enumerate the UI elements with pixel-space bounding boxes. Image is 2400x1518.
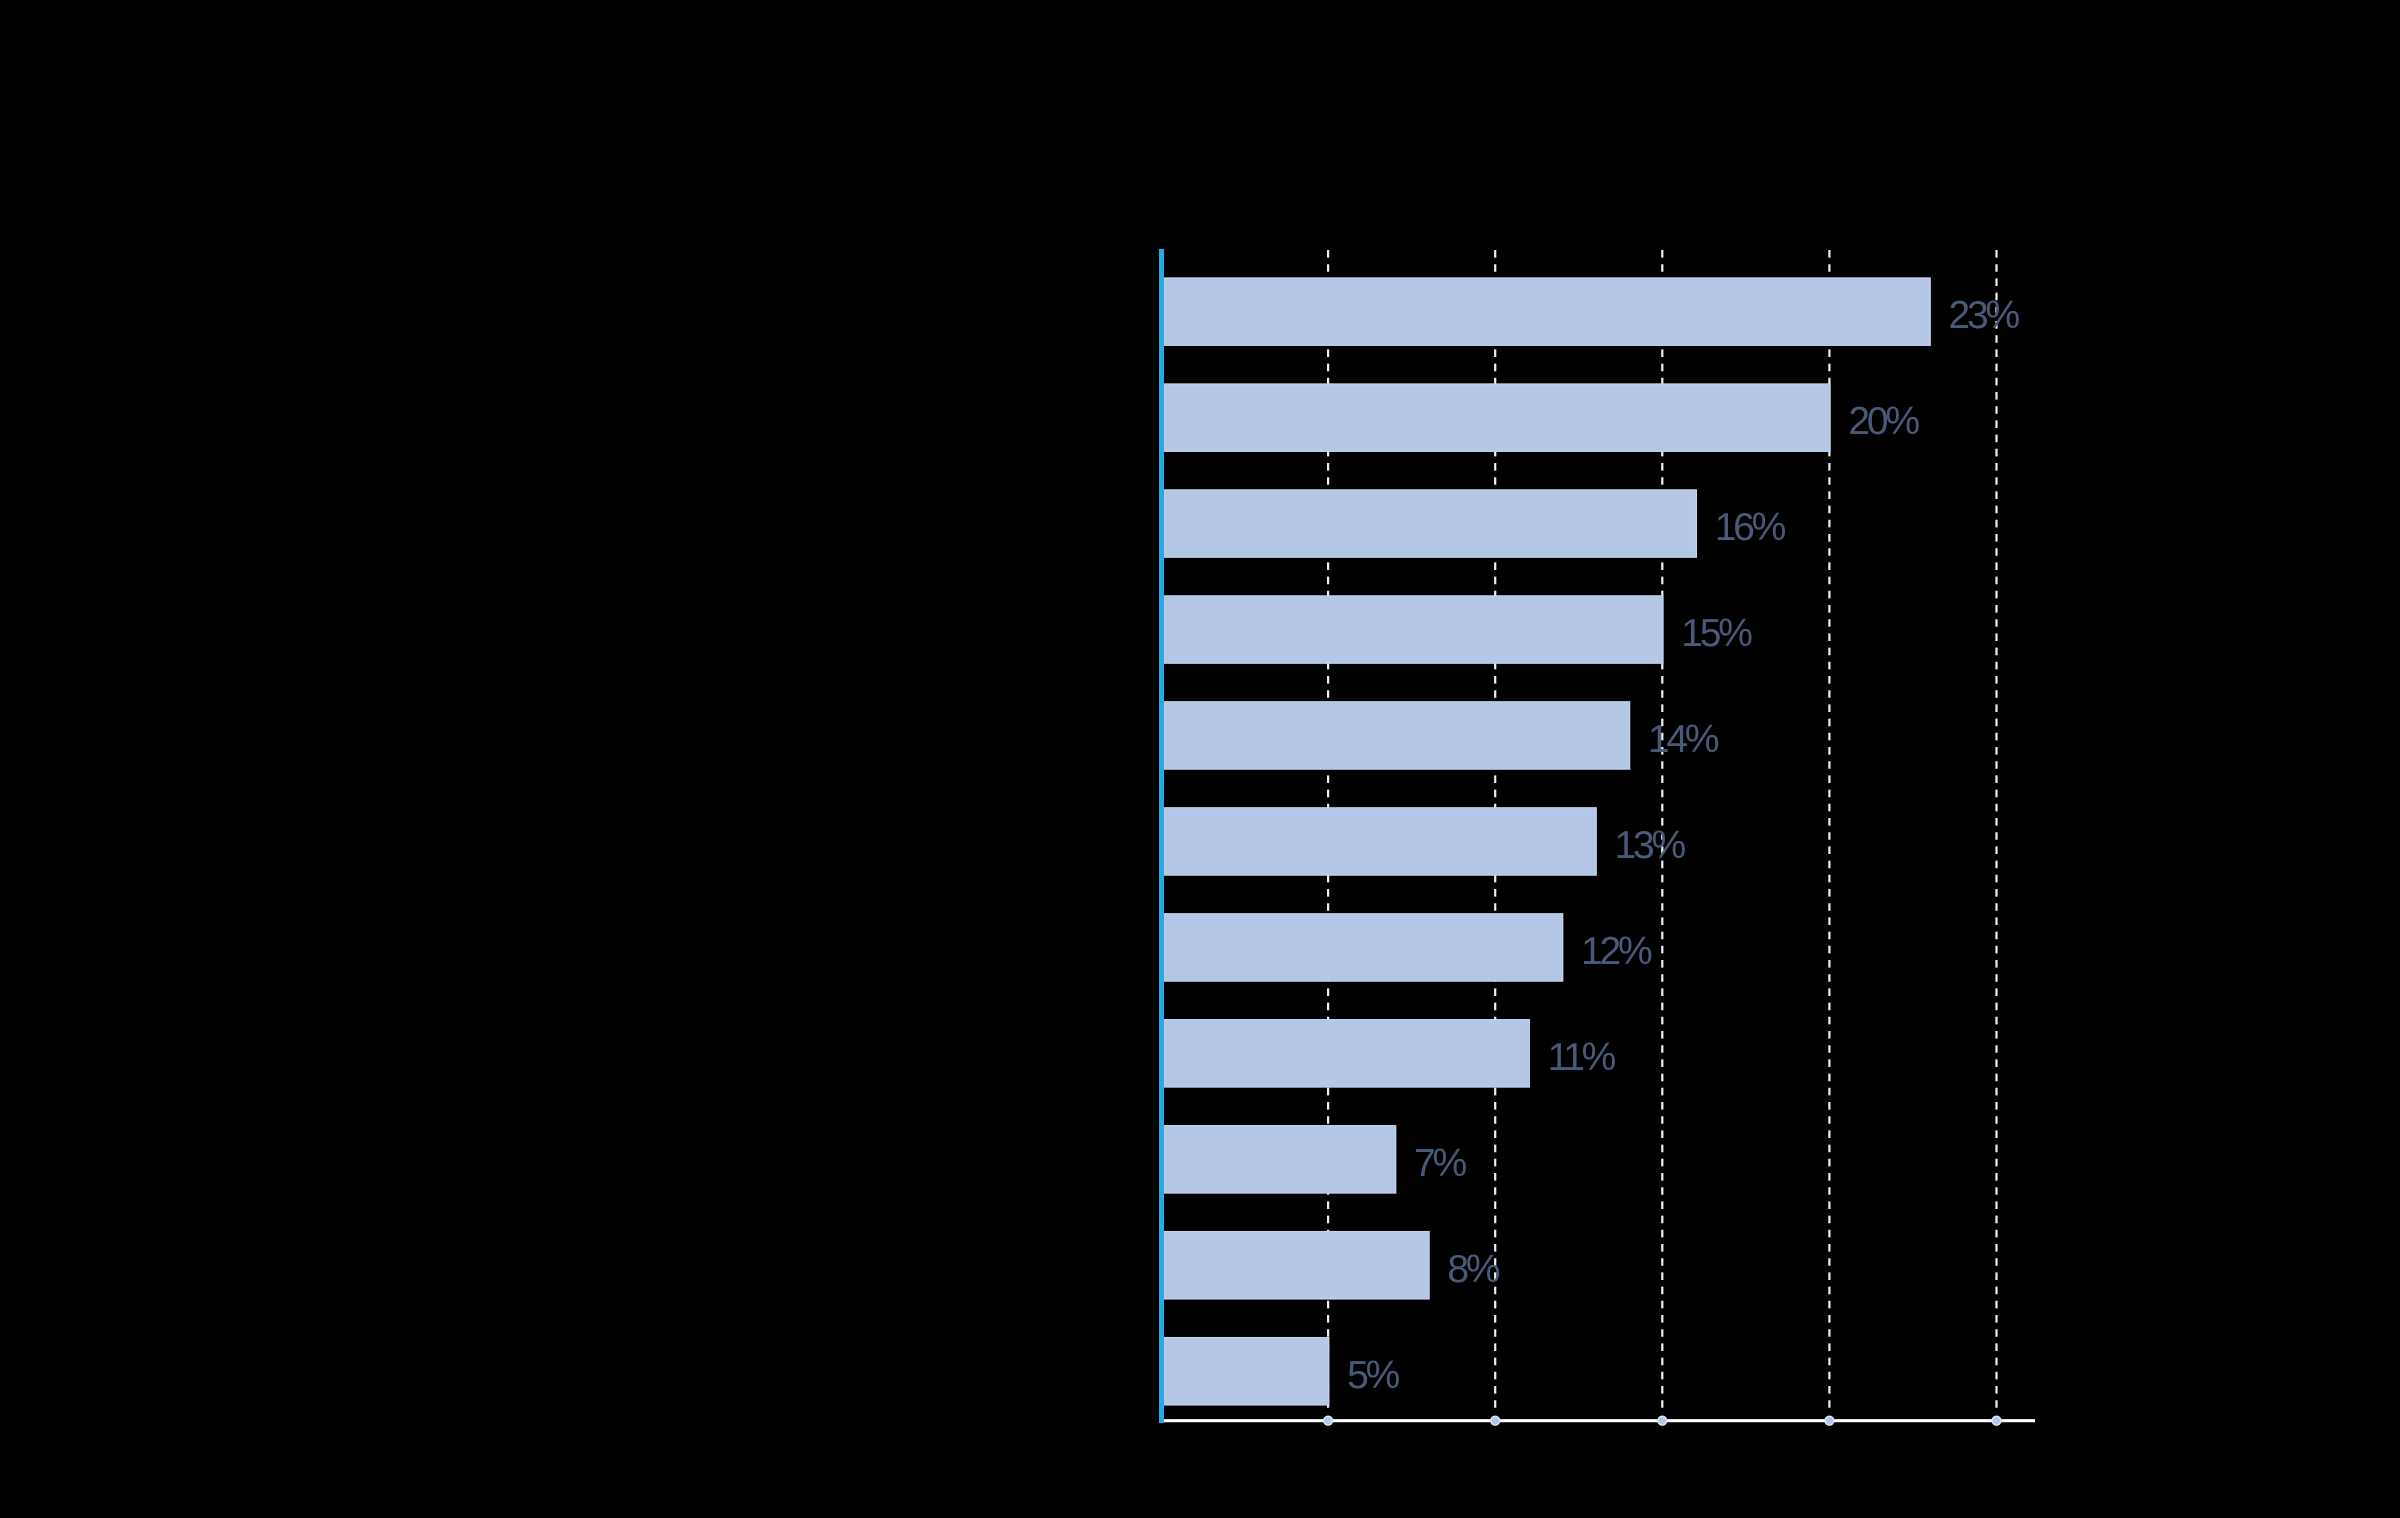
svg-text:13%: 13% <box>1615 824 1686 867</box>
svg-text:7%: 7% <box>1414 1142 1466 1185</box>
svg-text:12%: 12% <box>1581 930 1652 973</box>
svg-text:23%: 23% <box>1949 294 2020 337</box>
svg-text:8%: 8% <box>1447 1248 1499 1291</box>
svg-text:16%: 16% <box>1715 506 1786 549</box>
svg-text:20%: 20% <box>1848 400 1919 443</box>
svg-text:5%: 5% <box>1347 1354 1399 1397</box>
svg-text:15%: 15% <box>1681 612 1752 655</box>
svg-text:14%: 14% <box>1648 718 1719 761</box>
svg-text:11%: 11% <box>1548 1036 1616 1079</box>
